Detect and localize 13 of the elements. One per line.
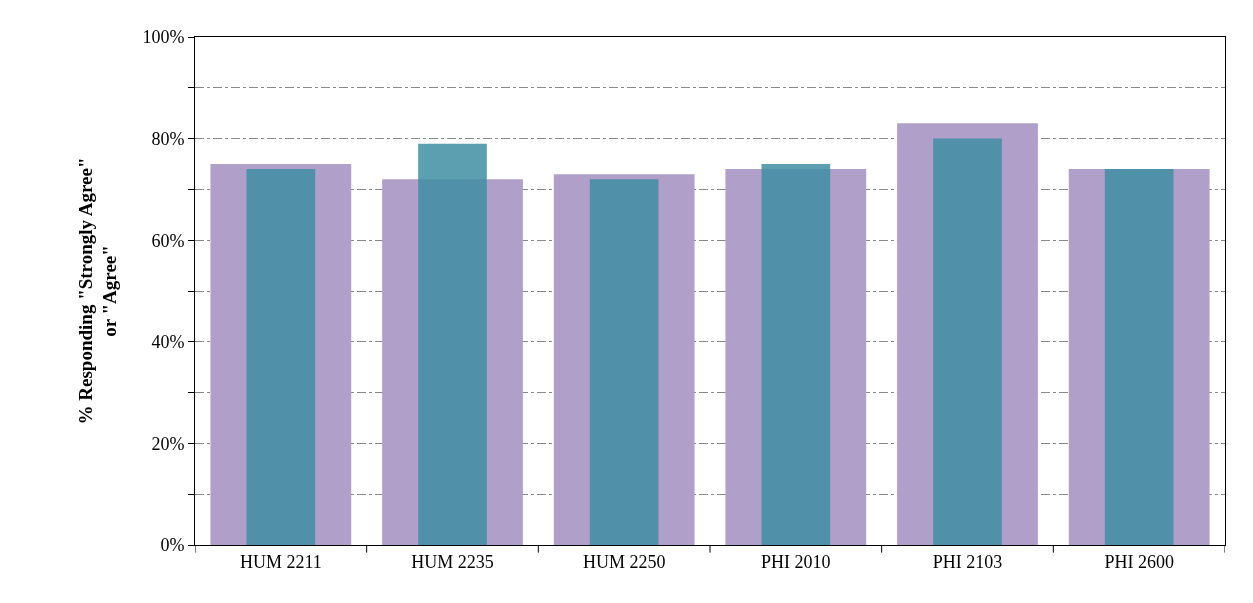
y-tick-label: 80%: [151, 128, 185, 149]
y-tick-label: 0%: [160, 535, 185, 556]
x-tick-label: HUM 2250: [582, 551, 666, 572]
x-tick-label: HUM 2211: [239, 551, 322, 572]
y-tick-label: 20%: [151, 433, 185, 454]
y-axis-title: % Responding "Strongly Agree" or "Agree": [74, 157, 121, 425]
y-tick-label: 60%: [151, 230, 185, 251]
y-tick-label: 40%: [151, 332, 185, 353]
x-tick-label: PHI 2103: [932, 551, 1003, 572]
x-tick-label: HUM 2235: [411, 551, 494, 572]
x-tick-label: PHI 2600: [1104, 551, 1174, 572]
x-tick-label: PHI 2010: [761, 551, 831, 572]
y-tick-label: 100%: [142, 27, 185, 48]
